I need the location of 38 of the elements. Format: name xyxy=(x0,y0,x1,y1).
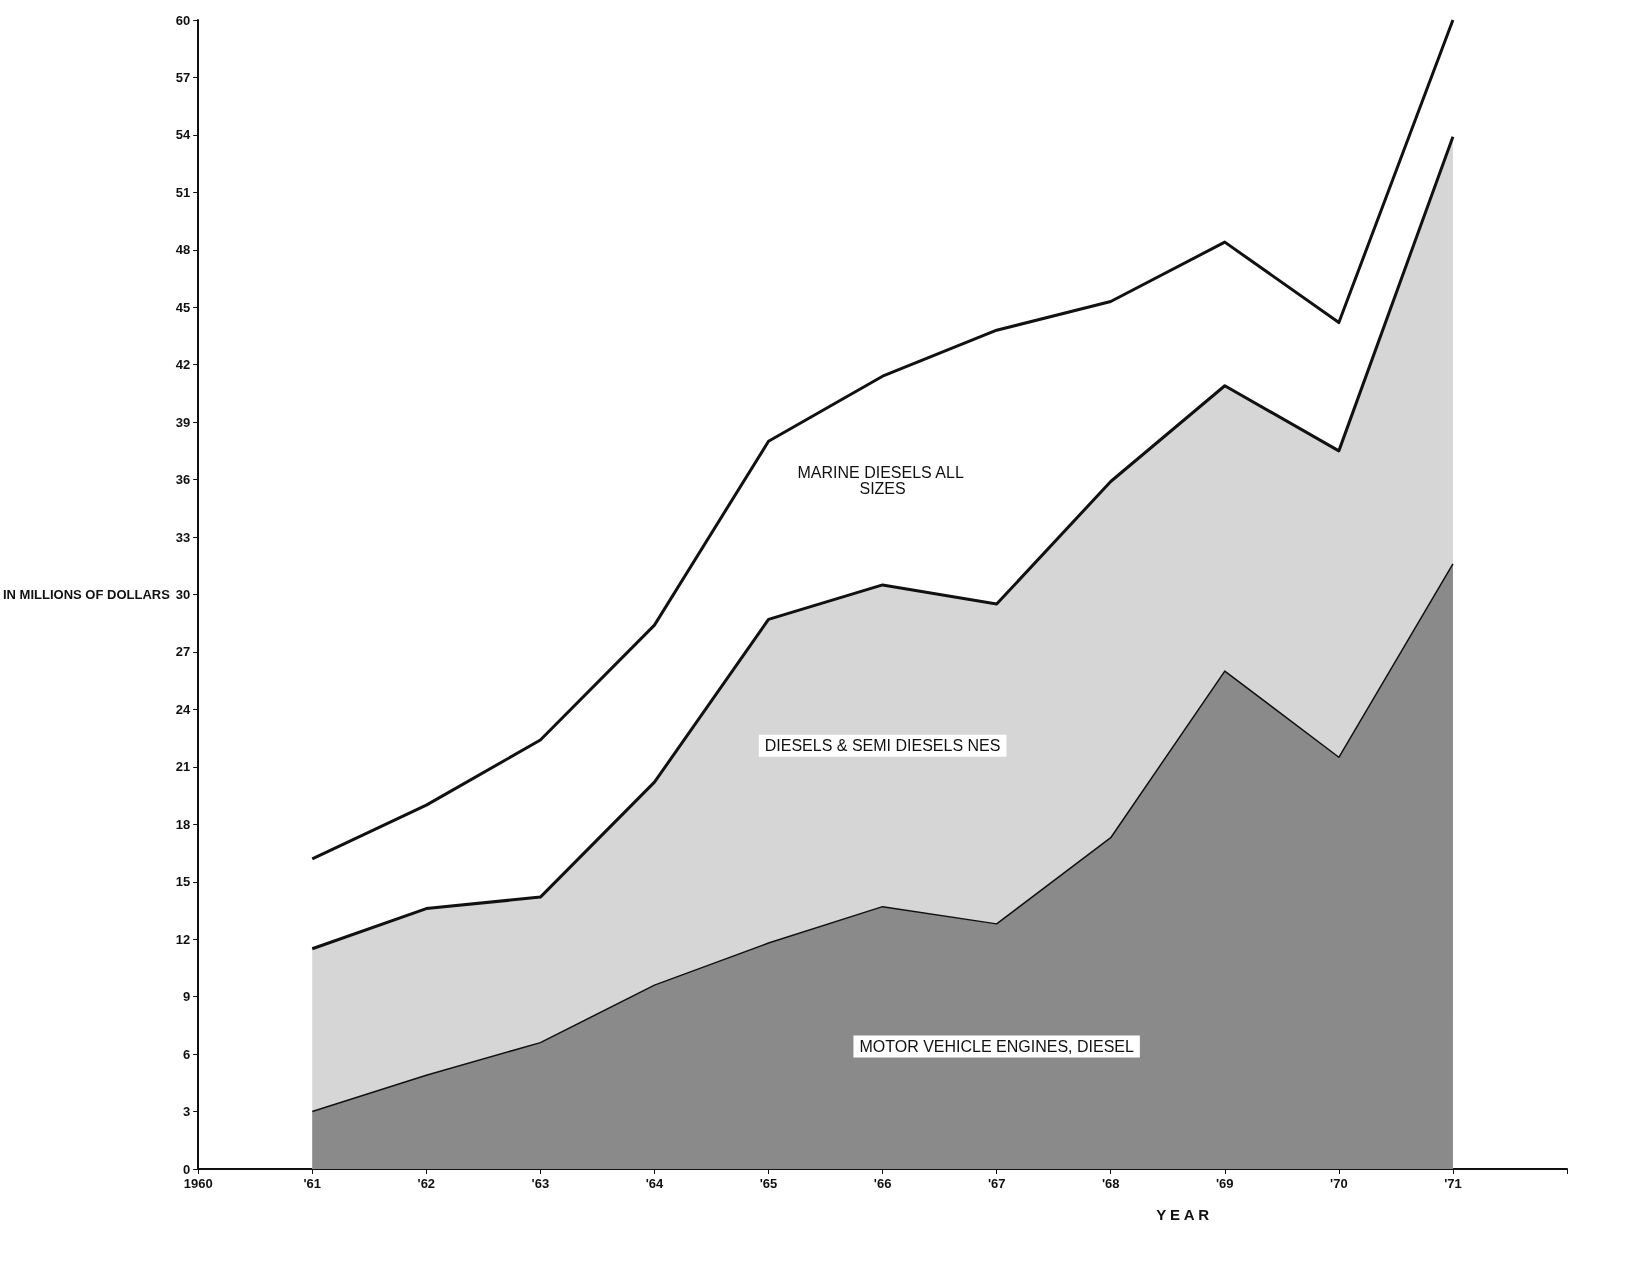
x-tick-label: '69 xyxy=(1216,1176,1234,1191)
y-tick-label: 39 xyxy=(175,414,191,430)
y-tick-label: 9 xyxy=(182,989,191,1005)
y-tick-label: 12 xyxy=(175,931,191,947)
y-tick-label: 21 xyxy=(175,759,191,775)
y-tick-label: 27 xyxy=(175,644,191,660)
x-tick-label: '63 xyxy=(531,1176,550,1191)
y-tick-label: 3 xyxy=(182,1104,191,1120)
x-tick-label: '71 xyxy=(1444,1176,1462,1191)
x-tick-label: '67 xyxy=(987,1176,1006,1191)
y-tick-label: 15 xyxy=(175,874,191,890)
x-tick-label: '68 xyxy=(1101,1176,1120,1191)
y-tick-label: 30 xyxy=(175,587,191,602)
y-tick-label: 6 xyxy=(182,1046,191,1062)
x-tick-label: '64 xyxy=(645,1176,664,1191)
y-tick-label: 24 xyxy=(175,701,191,717)
y-tick-label: 57 xyxy=(175,69,191,85)
y-tick-label: 54 xyxy=(175,127,191,143)
x-tick-label: '66 xyxy=(873,1176,892,1191)
series-label: MOTOR VEHICLE ENGINES, DIESEL xyxy=(859,1037,1134,1055)
y-tick-label: 42 xyxy=(175,357,191,373)
x-axis-title: Y E A R xyxy=(1156,1206,1210,1223)
x-tick-label: '62 xyxy=(417,1176,436,1191)
x-tick-label: 1960 xyxy=(183,1176,213,1191)
series-label: MARINE DIESELS ALL SIZES xyxy=(797,464,968,498)
y-axis-title: IN MILLIONS OF DOLLARS xyxy=(3,587,171,602)
x-tick-label: '65 xyxy=(759,1176,778,1191)
y-tick-label: 18 xyxy=(175,816,191,832)
x-tick-label: '61 xyxy=(303,1176,322,1191)
y-tick-label: 45 xyxy=(175,299,191,315)
y-tick-label: 36 xyxy=(175,472,191,488)
y-tick-label: 51 xyxy=(175,184,191,200)
y-tick-label: 0 xyxy=(182,1161,191,1177)
series-label: DIESELS & SEMI DIESELS NES xyxy=(764,737,1001,755)
y-tick-label: 33 xyxy=(175,529,191,545)
x-tick-label: '70 xyxy=(1330,1176,1348,1191)
y-tick-label: 60 xyxy=(175,12,191,28)
y-tick-label: 48 xyxy=(175,242,191,258)
